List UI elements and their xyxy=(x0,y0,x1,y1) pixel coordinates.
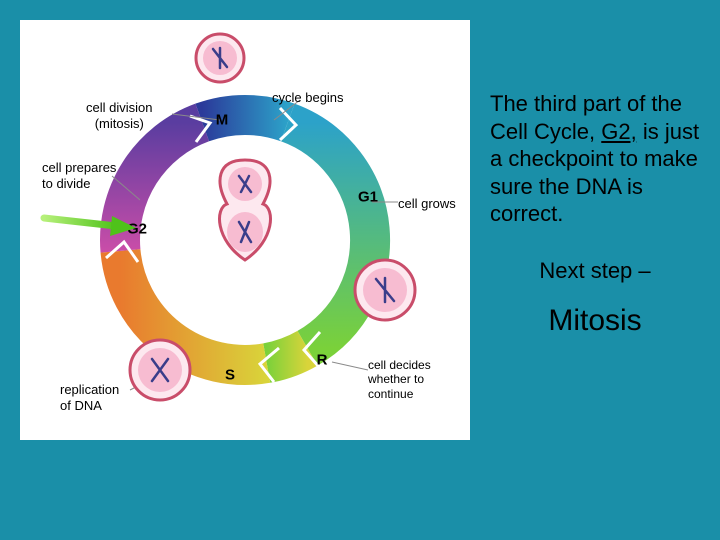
desc-underlined: G2, xyxy=(601,119,636,144)
label-cell-grows: cell grows xyxy=(398,196,456,212)
phase-label-m: M xyxy=(216,112,229,129)
phase-label-g1: G1 xyxy=(358,189,378,206)
label-cycle-begins: cycle begins xyxy=(272,90,344,106)
cell-right xyxy=(349,254,421,326)
label-cell-decides: cell decides whether to continue xyxy=(368,358,431,401)
next-step-label: Next step – xyxy=(490,258,700,284)
label-cell-division: cell division (mitosis) xyxy=(86,100,152,131)
cell-bottom-left xyxy=(124,334,196,406)
cell-dividing-center xyxy=(200,155,290,265)
cell-cycle-diagram: M G1 R S G2 cycle begins cell grows cell… xyxy=(20,20,470,440)
cell-top xyxy=(192,30,248,86)
label-replication-dna: replication of DNA xyxy=(60,382,119,413)
phase-label-s: S xyxy=(225,367,235,384)
phase-label-r: R xyxy=(317,352,328,369)
g2-description: The third part of the Cell Cycle, G2, is… xyxy=(490,90,700,228)
g2-arrow-icon xyxy=(40,206,140,242)
mitosis-heading: Mitosis xyxy=(490,304,700,338)
label-cell-prepares: cell prepares to divide xyxy=(42,160,116,191)
explanation-text: The third part of the Cell Cycle, G2, is… xyxy=(490,90,700,338)
